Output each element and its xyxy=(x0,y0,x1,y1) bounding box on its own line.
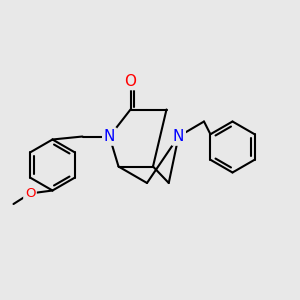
Text: N: N xyxy=(173,129,184,144)
Text: N: N xyxy=(104,129,115,144)
Text: O: O xyxy=(124,74,136,88)
Text: O: O xyxy=(25,187,35,200)
